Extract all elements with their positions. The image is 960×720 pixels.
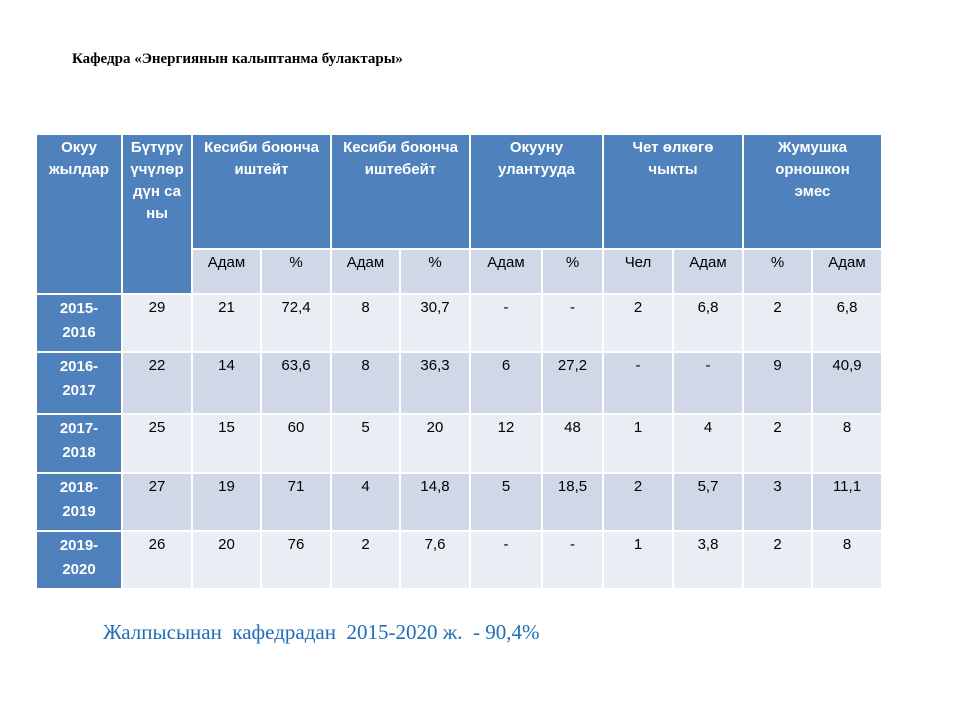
table-cell: 6,8 (672, 293, 744, 353)
table-cell: 3,8 (672, 530, 744, 590)
year-cell: 2017-2018 (35, 413, 123, 474)
table-cell: 11,1 (811, 472, 883, 532)
table-cell: 18,5 (541, 472, 604, 532)
table-cell: 25 (121, 413, 193, 474)
table-cell: - (469, 530, 543, 590)
table-cell: 8 (330, 351, 401, 415)
header-unemployed: Жумушка орношкон эмес (742, 133, 883, 250)
header-working-in-profession: Кесиби боюнча иштейт (191, 133, 332, 250)
year-cell: 2019-2020 (35, 530, 123, 590)
table-cell: 3 (742, 472, 813, 532)
table-cell: 14,8 (399, 472, 471, 532)
table-cell: 63,6 (260, 351, 332, 415)
table-cell: 1 (602, 530, 674, 590)
table-cell: 26 (121, 530, 193, 590)
header-graduates: Бүтүрүүчүлөрдүн саны (121, 133, 193, 295)
table-cell: 6,8 (811, 293, 883, 353)
table-cell: 9 (742, 351, 813, 415)
summary-text: Жалпысынан кафедрадан 2015-2020 ж. - 90,… (103, 620, 540, 644)
table-cell: 36,3 (399, 351, 471, 415)
table-cell: 2 (602, 472, 674, 532)
table-cell: 60 (260, 413, 332, 474)
table-cell: 20 (399, 413, 471, 474)
table-cell: 40,9 (811, 351, 883, 415)
table-cell: 2 (330, 530, 401, 590)
table-cell: 29 (121, 293, 193, 353)
table-cell: 12 (469, 413, 543, 474)
table-cell: 4 (330, 472, 401, 532)
table-row: 2016-2017 22 14 63,6 8 36,3 6 27,2- -9 40,9 (35, 351, 883, 415)
year-cell: 2015-2016 (35, 293, 123, 353)
page-title: Кафедра «Энергиянын калыптанма булактары… (72, 51, 403, 67)
table-cell: 1 (602, 413, 674, 474)
table-cell: 72,4 (260, 293, 332, 353)
subheader-cell: % (260, 248, 332, 295)
table-row: 2017-2018 25 15 60 5 20 12 48 1 4 2 8 (35, 413, 883, 474)
table-cell: 2 (742, 530, 813, 590)
table-cell: 14 (191, 351, 262, 415)
header-years: Окуу жылдар (35, 133, 123, 295)
table-cell: - (672, 351, 744, 415)
subheader-cell: Чел (602, 248, 674, 295)
table-cell: 2 (742, 413, 813, 474)
table-cell: 6 (469, 351, 543, 415)
subheader-cell: % (541, 248, 604, 295)
table-cell: 27,2 (541, 351, 604, 415)
subheader-cell: % (742, 248, 813, 295)
table-cell: - (541, 530, 604, 590)
subheader-cell: Адам (330, 248, 401, 295)
table-row: 2019-2020 26 20 76 2 7,6- -1 3,8 2 8 (35, 530, 883, 590)
table-cell: 21 (191, 293, 262, 353)
year-cell: 2018-2019 (35, 472, 123, 532)
table-cell: 27 (121, 472, 193, 532)
table-cell: - (469, 293, 543, 353)
table-cell: 7,6 (399, 530, 471, 590)
table-cell: 30,7 (399, 293, 471, 353)
subheader-cell: Адам (191, 248, 262, 295)
subheader-cell: Адам (811, 248, 883, 295)
table-cell: 8 (811, 530, 883, 590)
table-cell: 8 (330, 293, 401, 353)
table-cell: 15 (191, 413, 262, 474)
table-row: 2015-2016 29 21 72,4 8 30,7- -2 6,8 2 6,8 (35, 293, 883, 353)
table-cell: 76 (260, 530, 332, 590)
table-cell: 2 (742, 293, 813, 353)
table-cell: 8 (811, 413, 883, 474)
table-cell: 5 (330, 413, 401, 474)
table-cell: - (541, 293, 604, 353)
subheader-cell: % (399, 248, 471, 295)
header-not-working-in-profession: Кесиби боюнча иштебейт (330, 133, 471, 250)
subheader-cell: Адам (469, 248, 543, 295)
header-went-abroad: Чет өлкөгө чыкты (602, 133, 744, 250)
table-cell: 71 (260, 472, 332, 532)
table-cell: 5 (469, 472, 543, 532)
table-cell: 4 (672, 413, 744, 474)
table-cell: 22 (121, 351, 193, 415)
table-cell: 19 (191, 472, 262, 532)
table-cell: 2 (602, 293, 674, 353)
subheader-cell: Адам (672, 248, 744, 295)
table-row: 2018-2019 27 19 71 4 14,8 5 18,5 2 5,7 3 11,1 (35, 472, 883, 532)
year-cell: 2016-2017 (35, 351, 123, 415)
table-cell: 20 (191, 530, 262, 590)
header-continuing-study: Окууну улантууда (469, 133, 604, 250)
table-cell: 5,7 (672, 472, 744, 532)
table-cell: 48 (541, 413, 604, 474)
table-cell: - (602, 351, 674, 415)
graduates-employment-table: Окуу жылдар Бүтүрүүчүлөрдүн саны Кесиби … (35, 133, 883, 590)
